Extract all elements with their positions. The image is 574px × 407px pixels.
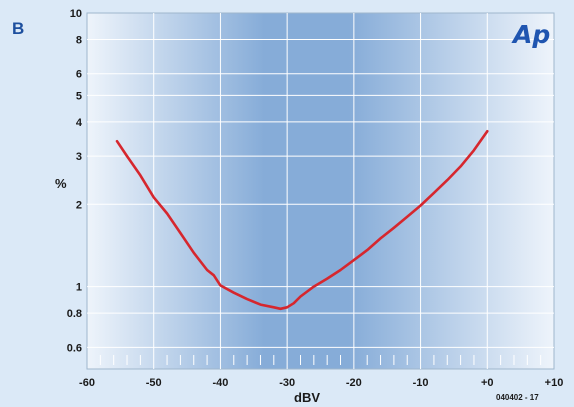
ap-logo: Ap: [511, 20, 550, 49]
y-tick-label: 2: [76, 199, 82, 211]
x-tick-label: -30: [279, 377, 295, 389]
x-tick-label: -40: [212, 377, 228, 389]
y-tick-label: 3: [76, 151, 82, 163]
x-tick-label: +0: [481, 377, 494, 389]
y-tick-label: 5: [76, 90, 82, 102]
y-tick-label: 8: [76, 35, 82, 47]
x-tick-label: -20: [346, 377, 362, 389]
y-tick-label: 4: [76, 117, 83, 129]
y-tick-label: 6: [76, 69, 82, 81]
y-tick-label: 0.6: [67, 342, 82, 354]
minor-x-ticks: [99, 355, 542, 365]
y-tick-label: 10: [70, 8, 82, 20]
x-tick-label: -10: [413, 377, 429, 389]
series-line: [115, 129, 489, 311]
x-axis-label: dBV: [294, 390, 320, 405]
tick-labels: -60 -50 -40 -30 -20 -10 +0 +10 0.6 0.8 1 2 3 4 5 6 8 10: [67, 8, 564, 389]
plot-area: [86, 12, 555, 370]
y-tick-label: 1: [76, 282, 82, 294]
curve-layer: [115, 129, 489, 311]
y-tick-label: 0.8: [67, 308, 82, 320]
x-tick-label: -60: [79, 377, 95, 389]
y-axis-label: %: [55, 176, 67, 191]
x-tick-label: -50: [146, 377, 162, 389]
x-tick-label: +10: [545, 377, 564, 389]
figure-code: 040402 - 17: [496, 393, 539, 402]
panel-label: B: [12, 19, 24, 38]
grid-lines: [87, 13, 554, 369]
